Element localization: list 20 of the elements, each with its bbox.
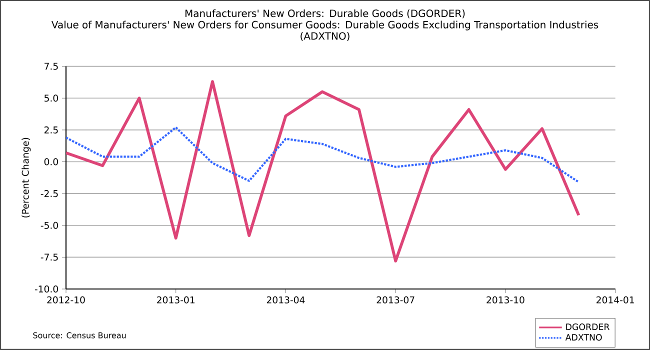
chart-subtitle: Value of Manufacturers' New Orders for Consumer Goods: Durable Goods Excluding Transportation Industries (ADXTNO) bbox=[51, 20, 598, 41]
y-tick-label: -5.0 bbox=[40, 222, 58, 229]
x-tick-label: 2013-07 bbox=[376, 296, 414, 304]
legend-label: ADXTNO bbox=[565, 334, 602, 341]
y-tick-label: 2.5 bbox=[44, 126, 58, 134]
y-tick-label: -7.5 bbox=[40, 254, 58, 261]
y-tick-label: 0.0 bbox=[44, 158, 58, 166]
x-tick-label: 2013-04 bbox=[266, 296, 305, 304]
y-tick-label: -2.5 bbox=[40, 190, 58, 198]
x-tick-label: 2014-01 bbox=[596, 296, 634, 304]
x-tick-label: 2013-01 bbox=[157, 296, 194, 304]
chart-title: Manufacturers' New Orders: Durable Goods (DGORDER) bbox=[185, 9, 465, 18]
y-tick-label: -10.0 bbox=[34, 285, 58, 293]
legend-label: DGORDER bbox=[566, 324, 610, 330]
x-tick-label: 2012-10 bbox=[47, 296, 85, 304]
y-axis-title: (Percent Change) bbox=[22, 138, 31, 218]
y-tick-label: 7.5 bbox=[44, 62, 58, 70]
x-tick-label: 2013-10 bbox=[486, 296, 524, 304]
source-note: Source: Census Bureau bbox=[33, 332, 126, 338]
y-tick-label: 5.0 bbox=[44, 94, 58, 102]
